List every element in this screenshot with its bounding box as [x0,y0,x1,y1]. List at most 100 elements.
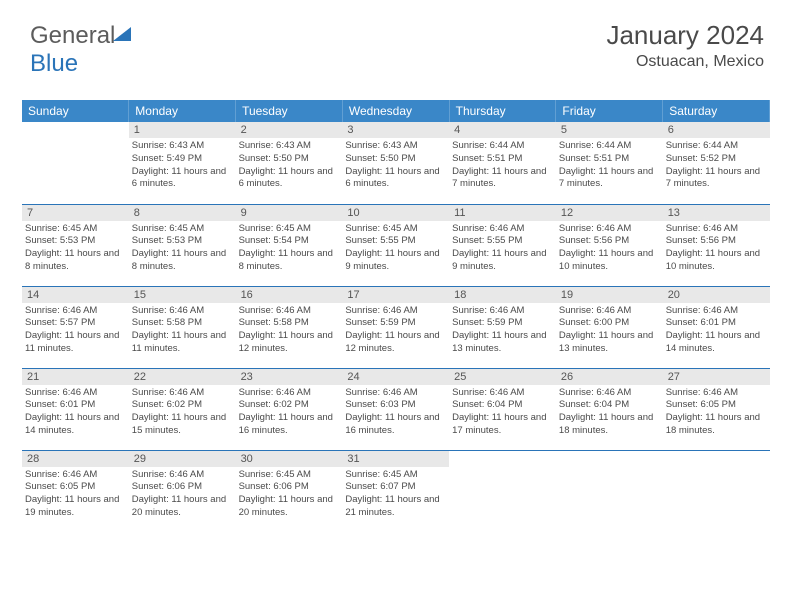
calendar-day-cell: 13Sunrise: 6:46 AMSunset: 5:56 PMDayligh… [663,204,770,286]
day-details: Sunrise: 6:46 AMSunset: 6:05 PMDaylight:… [22,467,129,524]
page-title: January 2024 [606,20,764,51]
day-number: 4 [449,122,556,138]
day-number: 5 [556,122,663,138]
day-details: Sunrise: 6:44 AMSunset: 5:52 PMDaylight:… [663,138,770,195]
day-number: 16 [236,287,343,303]
day-details: Sunrise: 6:46 AMSunset: 5:57 PMDaylight:… [22,303,129,360]
day-header: Saturday [663,100,770,122]
calendar-day-cell: 27Sunrise: 6:46 AMSunset: 6:05 PMDayligh… [663,368,770,450]
calendar-day-cell: 26Sunrise: 6:46 AMSunset: 6:04 PMDayligh… [556,368,663,450]
calendar-body: 1Sunrise: 6:43 AMSunset: 5:49 PMDaylight… [22,122,770,532]
calendar-week-row: 28Sunrise: 6:46 AMSunset: 6:05 PMDayligh… [22,450,770,532]
day-number: 18 [449,287,556,303]
calendar-day-cell: 14Sunrise: 6:46 AMSunset: 5:57 PMDayligh… [22,286,129,368]
calendar-day-cell: 1Sunrise: 6:43 AMSunset: 5:49 PMDaylight… [129,122,236,204]
calendar-header-row: SundayMondayTuesdayWednesdayThursdayFrid… [22,100,770,122]
calendar-week-row: 1Sunrise: 6:43 AMSunset: 5:49 PMDaylight… [22,122,770,204]
day-number: 3 [342,122,449,138]
day-details: Sunrise: 6:46 AMSunset: 5:56 PMDaylight:… [663,221,770,278]
day-details: Sunrise: 6:43 AMSunset: 5:49 PMDaylight:… [129,138,236,195]
calendar-week-row: 7Sunrise: 6:45 AMSunset: 5:53 PMDaylight… [22,204,770,286]
logo-triangle-icon [113,27,131,41]
calendar-day-cell: 18Sunrise: 6:46 AMSunset: 5:59 PMDayligh… [449,286,556,368]
day-number: 2 [236,122,343,138]
day-number: 17 [342,287,449,303]
day-number: 23 [236,369,343,385]
calendar-table: SundayMondayTuesdayWednesdayThursdayFrid… [22,100,770,532]
day-number: 20 [663,287,770,303]
day-details: Sunrise: 6:46 AMSunset: 6:04 PMDaylight:… [449,385,556,442]
calendar-day-cell [449,450,556,532]
logo-text-blue: Blue [30,50,78,77]
day-header: Wednesday [342,100,449,122]
calendar-day-cell [556,450,663,532]
calendar-day-cell: 15Sunrise: 6:46 AMSunset: 5:58 PMDayligh… [129,286,236,368]
calendar-day-cell: 31Sunrise: 6:45 AMSunset: 6:07 PMDayligh… [342,450,449,532]
calendar-day-cell: 16Sunrise: 6:46 AMSunset: 5:58 PMDayligh… [236,286,343,368]
calendar-day-cell: 28Sunrise: 6:46 AMSunset: 6:05 PMDayligh… [22,450,129,532]
calendar-day-cell: 9Sunrise: 6:45 AMSunset: 5:54 PMDaylight… [236,204,343,286]
calendar-week-row: 14Sunrise: 6:46 AMSunset: 5:57 PMDayligh… [22,286,770,368]
day-details: Sunrise: 6:45 AMSunset: 6:06 PMDaylight:… [236,467,343,524]
day-details: Sunrise: 6:46 AMSunset: 5:56 PMDaylight:… [556,221,663,278]
calendar-day-cell: 21Sunrise: 6:46 AMSunset: 6:01 PMDayligh… [22,368,129,450]
calendar-day-cell: 2Sunrise: 6:43 AMSunset: 5:50 PMDaylight… [236,122,343,204]
calendar-day-cell: 19Sunrise: 6:46 AMSunset: 6:00 PMDayligh… [556,286,663,368]
day-details: Sunrise: 6:45 AMSunset: 5:54 PMDaylight:… [236,221,343,278]
logo-text-gray: General [30,22,115,49]
day-number: 14 [22,287,129,303]
calendar-day-cell: 11Sunrise: 6:46 AMSunset: 5:55 PMDayligh… [449,204,556,286]
calendar-day-cell [22,122,129,204]
day-number: 1 [129,122,236,138]
calendar-day-cell: 12Sunrise: 6:46 AMSunset: 5:56 PMDayligh… [556,204,663,286]
day-details: Sunrise: 6:46 AMSunset: 6:04 PMDaylight:… [556,385,663,442]
day-details: Sunrise: 6:46 AMSunset: 5:58 PMDaylight:… [129,303,236,360]
day-details: Sunrise: 6:46 AMSunset: 6:05 PMDaylight:… [663,385,770,442]
day-details: Sunrise: 6:46 AMSunset: 6:00 PMDaylight:… [556,303,663,360]
day-details: Sunrise: 6:46 AMSunset: 6:06 PMDaylight:… [129,467,236,524]
calendar-day-cell: 5Sunrise: 6:44 AMSunset: 5:51 PMDaylight… [556,122,663,204]
day-details: Sunrise: 6:46 AMSunset: 5:59 PMDaylight:… [449,303,556,360]
day-details: Sunrise: 6:46 AMSunset: 6:01 PMDaylight:… [663,303,770,360]
day-number: 10 [342,205,449,221]
day-number: 19 [556,287,663,303]
day-number: 6 [663,122,770,138]
day-details: Sunrise: 6:46 AMSunset: 5:59 PMDaylight:… [342,303,449,360]
day-number: 26 [556,369,663,385]
calendar-day-cell: 17Sunrise: 6:46 AMSunset: 5:59 PMDayligh… [342,286,449,368]
day-details: Sunrise: 6:46 AMSunset: 6:02 PMDaylight:… [236,385,343,442]
day-header: Monday [129,100,236,122]
day-details: Sunrise: 6:43 AMSunset: 5:50 PMDaylight:… [342,138,449,195]
day-details: Sunrise: 6:45 AMSunset: 5:53 PMDaylight:… [22,221,129,278]
calendar-day-cell: 4Sunrise: 6:44 AMSunset: 5:51 PMDaylight… [449,122,556,204]
calendar-day-cell [663,450,770,532]
day-number: 12 [556,205,663,221]
day-details: Sunrise: 6:45 AMSunset: 5:55 PMDaylight:… [342,221,449,278]
logo: General Blue [30,22,131,78]
day-details: Sunrise: 6:46 AMSunset: 6:03 PMDaylight:… [342,385,449,442]
day-details: Sunrise: 6:43 AMSunset: 5:50 PMDaylight:… [236,138,343,195]
day-details: Sunrise: 6:45 AMSunset: 5:53 PMDaylight:… [129,221,236,278]
day-header: Sunday [22,100,129,122]
calendar-day-cell: 29Sunrise: 6:46 AMSunset: 6:06 PMDayligh… [129,450,236,532]
day-details: Sunrise: 6:46 AMSunset: 5:55 PMDaylight:… [449,221,556,278]
day-details: Sunrise: 6:44 AMSunset: 5:51 PMDaylight:… [449,138,556,195]
location-label: Ostuacan, Mexico [606,53,764,71]
day-number: 8 [129,205,236,221]
calendar-week-row: 21Sunrise: 6:46 AMSunset: 6:01 PMDayligh… [22,368,770,450]
calendar-day-cell: 3Sunrise: 6:43 AMSunset: 5:50 PMDaylight… [342,122,449,204]
calendar-day-cell: 10Sunrise: 6:45 AMSunset: 5:55 PMDayligh… [342,204,449,286]
header: January 2024 Ostuacan, Mexico [606,20,764,71]
calendar-day-cell: 25Sunrise: 6:46 AMSunset: 6:04 PMDayligh… [449,368,556,450]
day-details: Sunrise: 6:46 AMSunset: 6:01 PMDaylight:… [22,385,129,442]
calendar-day-cell: 23Sunrise: 6:46 AMSunset: 6:02 PMDayligh… [236,368,343,450]
day-number: 22 [129,369,236,385]
day-number: 7 [22,205,129,221]
day-details: Sunrise: 6:45 AMSunset: 6:07 PMDaylight:… [342,467,449,524]
day-header: Thursday [449,100,556,122]
calendar-day-cell: 8Sunrise: 6:45 AMSunset: 5:53 PMDaylight… [129,204,236,286]
day-details: Sunrise: 6:46 AMSunset: 6:02 PMDaylight:… [129,385,236,442]
calendar-day-cell: 30Sunrise: 6:45 AMSunset: 6:06 PMDayligh… [236,450,343,532]
day-header: Tuesday [236,100,343,122]
day-number: 27 [663,369,770,385]
